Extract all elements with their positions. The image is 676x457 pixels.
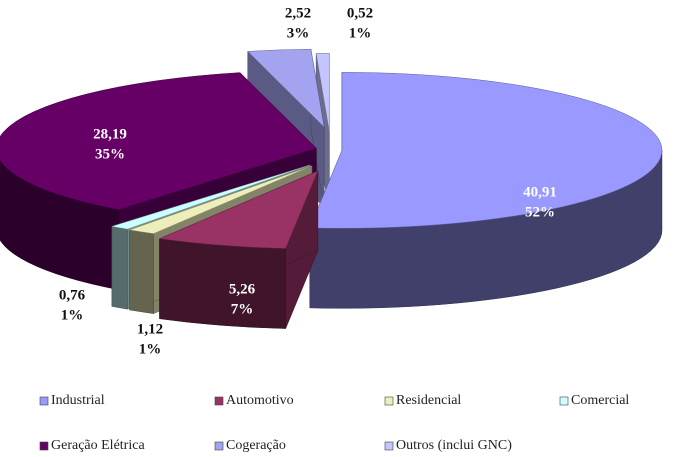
slice-top bbox=[158, 170, 319, 249]
value-label: 28,19 bbox=[93, 126, 127, 142]
slice-top bbox=[315, 53, 330, 132]
legend-swatch bbox=[39, 441, 49, 451]
legend-swatch bbox=[559, 396, 569, 406]
legend-label: Comercial bbox=[571, 393, 629, 408]
slice-top bbox=[247, 48, 325, 128]
legend-label: Outros (inclui GNC) bbox=[396, 438, 512, 453]
legend-label: Automotivo bbox=[226, 393, 294, 408]
value-label: 0,76 bbox=[59, 287, 86, 303]
value-label: 0,52 bbox=[347, 5, 373, 21]
legend-label: Cogeração bbox=[226, 438, 286, 453]
slice-side bbox=[111, 226, 128, 310]
value-label: 1,12 bbox=[137, 321, 163, 337]
percent-label: 1% bbox=[61, 307, 84, 323]
slice-top bbox=[111, 164, 310, 230]
slice bbox=[158, 170, 319, 329]
slice-top bbox=[128, 165, 312, 234]
percent-label: 1% bbox=[139, 341, 162, 357]
slice bbox=[309, 72, 663, 309]
slice-side bbox=[159, 238, 286, 329]
legend-swatch bbox=[214, 396, 224, 406]
legend-label: Residencial bbox=[396, 393, 461, 408]
slice-top bbox=[0, 72, 317, 210]
slice-top bbox=[309, 72, 663, 229]
percent-label: 35% bbox=[95, 146, 125, 162]
value-label: 5,26 bbox=[229, 281, 256, 297]
slice-side bbox=[129, 229, 154, 314]
value-label: 2,52 bbox=[285, 5, 311, 21]
percent-label: 7% bbox=[231, 301, 254, 317]
legend-label: Geração Elétrica bbox=[51, 438, 145, 453]
percent-label: 1% bbox=[349, 25, 372, 41]
legend-swatch bbox=[384, 441, 394, 451]
legend-label: Industrial bbox=[51, 393, 105, 408]
percent-label: 52% bbox=[525, 204, 555, 220]
legend-swatch bbox=[214, 441, 224, 451]
percent-label: 3% bbox=[287, 25, 310, 41]
legend-swatch bbox=[39, 396, 49, 406]
value-label: 40,91 bbox=[523, 184, 557, 200]
legend-swatch bbox=[384, 396, 394, 406]
